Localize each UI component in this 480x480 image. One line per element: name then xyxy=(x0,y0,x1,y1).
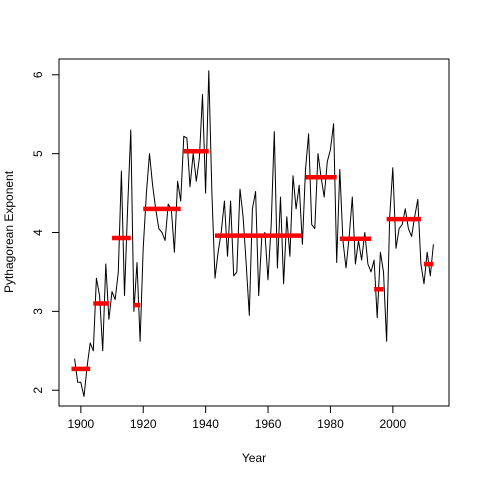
segment-layer xyxy=(71,149,434,372)
x-axis-title: Year xyxy=(242,451,266,465)
x-tick-label: 1960 xyxy=(255,417,282,431)
plot-box xyxy=(58,58,450,407)
x-tick-label: 1980 xyxy=(317,417,344,431)
y-tick-label: 5 xyxy=(31,150,45,157)
x-tick-label: 1920 xyxy=(130,417,157,431)
x-tick-label: 2000 xyxy=(379,417,406,431)
x-tick-label: 1900 xyxy=(67,417,94,431)
x-tick-label: 1940 xyxy=(192,417,219,431)
y-tick-label: 4 xyxy=(31,229,45,236)
y-tick-label: 6 xyxy=(31,71,45,78)
x-axis: 1900 1920 1940 1960 1980 2000 xyxy=(67,405,407,431)
y-tick-label: 3 xyxy=(31,308,45,315)
y-tick-label: 2 xyxy=(31,387,45,394)
y-axis: 2 3 4 5 6 xyxy=(31,71,60,394)
y-axis-title: Pythagorean Exponent xyxy=(2,170,16,293)
